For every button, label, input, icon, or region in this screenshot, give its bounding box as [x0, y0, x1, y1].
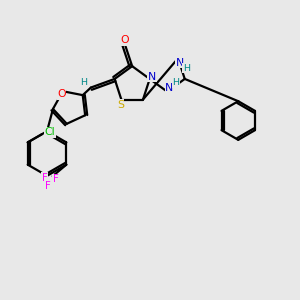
Text: H: H [183, 64, 190, 73]
Text: F: F [45, 181, 51, 190]
Text: N: N [176, 58, 184, 68]
Text: F: F [42, 172, 47, 183]
Text: N: N [148, 71, 156, 82]
Text: H: H [172, 78, 179, 87]
Text: S: S [117, 100, 124, 110]
Text: N: N [165, 83, 173, 93]
Text: Cl: Cl [44, 127, 55, 137]
Text: F: F [53, 174, 58, 184]
Text: O: O [120, 35, 129, 45]
Text: H: H [80, 78, 87, 87]
Text: O: O [57, 89, 66, 99]
